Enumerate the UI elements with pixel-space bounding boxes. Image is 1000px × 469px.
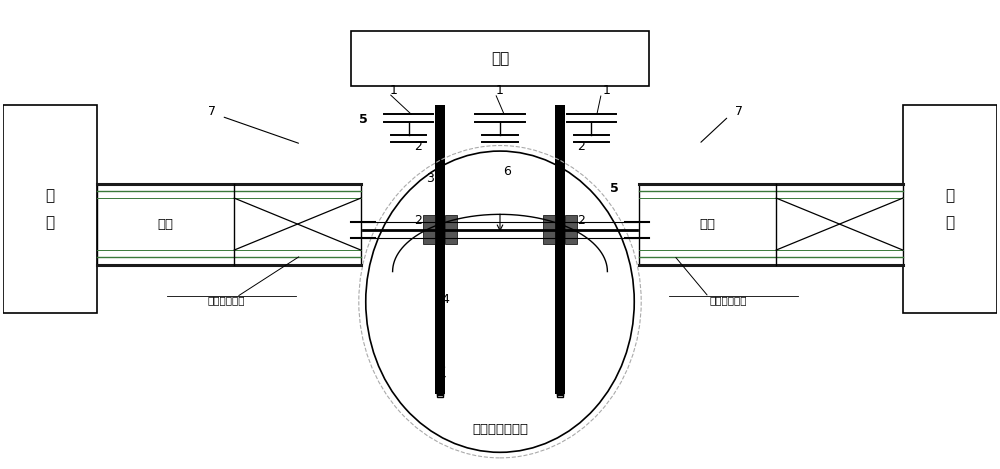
Bar — [423, 215, 435, 244]
Text: 1: 1 — [602, 84, 610, 98]
Bar — [565, 215, 577, 244]
Text: 塔
楼: 塔 楼 — [945, 188, 955, 230]
Text: 塔
楼: 塔 楼 — [45, 188, 55, 230]
Text: 6: 6 — [503, 166, 511, 178]
Text: 2: 2 — [415, 140, 422, 153]
Text: 塔楼: 塔楼 — [491, 51, 509, 66]
Text: 2: 2 — [415, 214, 422, 227]
Text: 2: 2 — [578, 140, 585, 153]
Bar — [543, 215, 555, 244]
Bar — [445, 215, 457, 244]
Bar — [639, 183, 903, 265]
Bar — [97, 183, 361, 265]
Text: 1: 1 — [390, 84, 398, 98]
Bar — [3, 105, 97, 313]
Text: 连廊: 连廊 — [158, 218, 174, 231]
Bar — [435, 105, 445, 394]
Text: 1: 1 — [496, 84, 504, 98]
Text: 4: 4 — [441, 293, 449, 306]
Text: 7: 7 — [735, 105, 743, 118]
Text: 3: 3 — [426, 173, 434, 185]
Bar — [639, 183, 903, 265]
Bar — [555, 105, 565, 394]
Text: 劲性筒体结构: 劲性筒体结构 — [208, 295, 245, 305]
Bar — [903, 105, 997, 313]
Text: 2: 2 — [578, 214, 585, 227]
Bar — [97, 183, 361, 265]
Text: 5: 5 — [610, 182, 619, 195]
Text: 7: 7 — [208, 105, 216, 118]
Text: 5: 5 — [359, 113, 368, 126]
Bar — [351, 30, 649, 86]
Text: 地下混凝土结构: 地下混凝土结构 — [472, 423, 528, 436]
Text: 劲性筒体结构: 劲性筒体结构 — [710, 295, 747, 305]
Text: 连廊: 连廊 — [700, 218, 716, 231]
